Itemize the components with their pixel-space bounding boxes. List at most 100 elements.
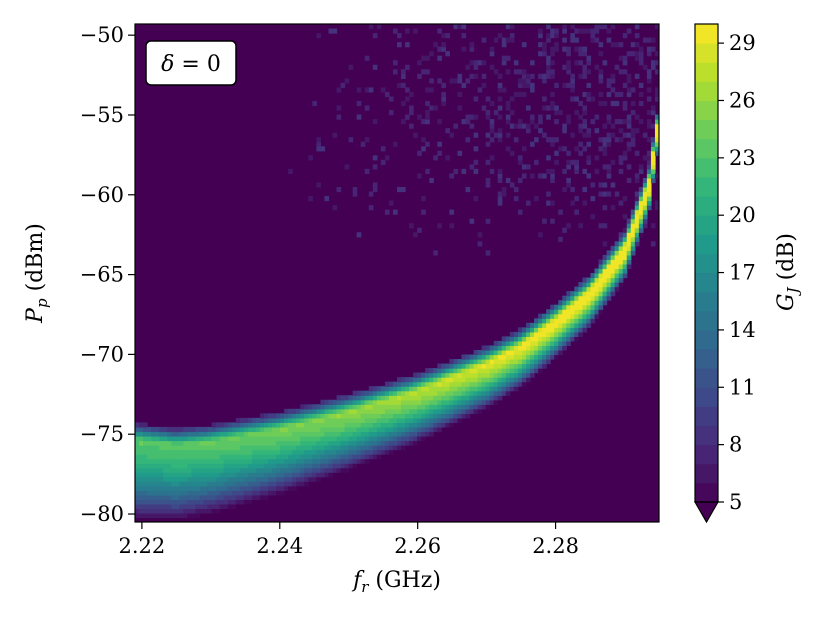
heatmap-cell: [634, 236, 640, 242]
heatmap-cell: [634, 200, 640, 206]
heatmap-cell: [602, 286, 608, 292]
heatmap-cell: [437, 426, 442, 433]
heatmap-cell: [288, 485, 293, 491]
heatmap-cell: [135, 494, 140, 500]
heatmap-cell: [489, 168, 495, 174]
heatmap-cell: [626, 132, 632, 138]
heatmap-cell: [372, 390, 378, 396]
heatmap-cell: [292, 481, 297, 487]
heatmap-cell: [582, 277, 588, 283]
heatmap-cell: [550, 33, 555, 39]
heatmap-cell: [650, 60, 656, 66]
heatmap-cell: [626, 164, 632, 170]
heatmap-cell: [578, 282, 584, 288]
heatmap-cell: [546, 340, 551, 347]
heatmap-cell: [251, 476, 257, 482]
heatmap-cell: [356, 445, 362, 451]
heatmap-cell: [203, 494, 209, 500]
heatmap-cell: [610, 286, 616, 292]
heatmap-cell: [453, 168, 459, 174]
heatmap-cell: [328, 454, 334, 460]
heatmap-cell: [320, 454, 326, 460]
heatmap-cell: [602, 223, 608, 229]
heatmap-cell: [441, 363, 446, 369]
heatmap-cell: [497, 168, 503, 174]
heatmap-cell: [546, 327, 551, 333]
heatmap-cell: [646, 200, 652, 206]
heatmap-cell: [191, 449, 197, 455]
heatmap-cell: [328, 422, 334, 428]
heatmap-cell: [630, 100, 636, 107]
heatmap-cell: [534, 363, 539, 369]
heatmap-cell: [614, 277, 620, 283]
heatmap-cell: [594, 24, 600, 30]
colorbar-level: [695, 81, 718, 101]
heatmap-cell: [421, 399, 426, 405]
heatmap-cell: [618, 200, 624, 206]
heatmap-cell: [513, 386, 519, 392]
heatmap-cell: [352, 390, 358, 396]
heatmap-cell: [433, 426, 438, 433]
heatmap-cell: [554, 46, 559, 52]
heatmap-cell: [445, 372, 450, 378]
heatmap-cell: [392, 422, 398, 428]
heatmap-cell: [606, 263, 612, 270]
heatmap-cell: [566, 327, 571, 333]
heatmap-cell: [598, 182, 604, 188]
heatmap-cell: [630, 250, 636, 256]
heatmap-cell: [550, 141, 555, 147]
heatmap-cell: [143, 454, 148, 460]
heatmap-cell: [263, 449, 269, 455]
heatmap-cell: [175, 449, 180, 455]
heatmap-cell: [566, 309, 571, 315]
heatmap-cell: [538, 340, 543, 347]
heatmap-cell: [534, 354, 539, 360]
heatmap-cell: [259, 454, 265, 460]
heatmap-cell: [550, 137, 555, 143]
heatmap-cell: [401, 426, 406, 433]
heatmap-cell: [477, 354, 483, 360]
colorbar-level: [695, 62, 718, 82]
heatmap-cell: [304, 426, 309, 433]
heatmap-cell: [179, 490, 184, 496]
heatmap-cell: [332, 440, 338, 446]
heatmap-cell: [429, 422, 434, 428]
heatmap-cell: [517, 78, 523, 84]
heatmap-cell: [574, 309, 579, 315]
heatmap-cell: [421, 417, 426, 423]
heatmap-cell: [441, 413, 446, 419]
heatmap-cell: [437, 381, 442, 387]
heatmap-cell: [380, 408, 386, 414]
heatmap-cell: [525, 377, 531, 383]
heatmap-cell: [223, 503, 229, 510]
heatmap-cell: [433, 42, 438, 48]
heatmap-cell: [638, 119, 644, 125]
heatmap-cell: [606, 250, 612, 256]
heatmap-cell: [223, 449, 229, 455]
heatmap-cell: [304, 458, 309, 464]
heatmap-cell: [606, 286, 612, 292]
heatmap-cell: [638, 186, 644, 193]
heatmap-cell: [380, 87, 386, 93]
heatmap-cell: [602, 123, 608, 129]
heatmap-cell: [509, 110, 515, 116]
heatmap-cell: [517, 155, 523, 161]
heatmap-cell: [650, 137, 656, 143]
heatmap-cell: [135, 485, 140, 491]
colorbar-level: [695, 24, 718, 44]
heatmap-cell: [626, 91, 632, 98]
heatmap-cell: [497, 359, 503, 365]
heatmap-cell: [211, 467, 217, 473]
heatmap-cell: [155, 472, 160, 478]
heatmap-cell: [441, 390, 446, 396]
heatmap-cell: [223, 463, 229, 469]
heatmap-cell: [469, 372, 475, 378]
heatmap-cell: [417, 417, 422, 423]
heatmap-cell: [219, 494, 225, 500]
heatmap-cell: [223, 445, 229, 451]
heatmap-cell: [558, 110, 563, 116]
heatmap-cell: [421, 209, 426, 215]
heatmap-cell: [380, 435, 386, 442]
heatmap-cell: [489, 381, 495, 387]
heatmap-cell: [352, 463, 358, 469]
